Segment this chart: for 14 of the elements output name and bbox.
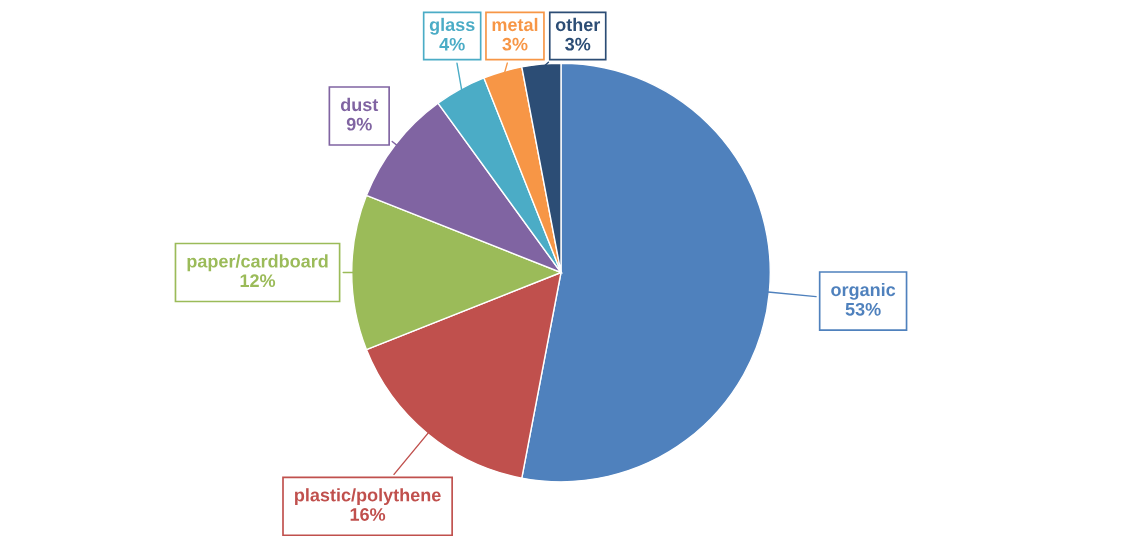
slice-label: glass xyxy=(429,17,475,35)
data-label: 12% xyxy=(240,274,276,288)
slice-label: plastic/polythene xyxy=(295,488,441,506)
data-label: 53% xyxy=(845,302,881,316)
data-label: 3% xyxy=(502,37,528,51)
slice-label: organic xyxy=(831,282,896,300)
data-label: 4% xyxy=(439,37,465,51)
data-label: 16% xyxy=(350,508,386,521)
slice-label: metal xyxy=(492,17,538,32)
data-label: 3% xyxy=(565,37,591,51)
slice-label: paper/cardboard xyxy=(187,254,328,272)
slice-label: dust xyxy=(340,97,379,112)
data-label: 9% xyxy=(346,117,372,131)
slice-label: other xyxy=(555,17,601,32)
